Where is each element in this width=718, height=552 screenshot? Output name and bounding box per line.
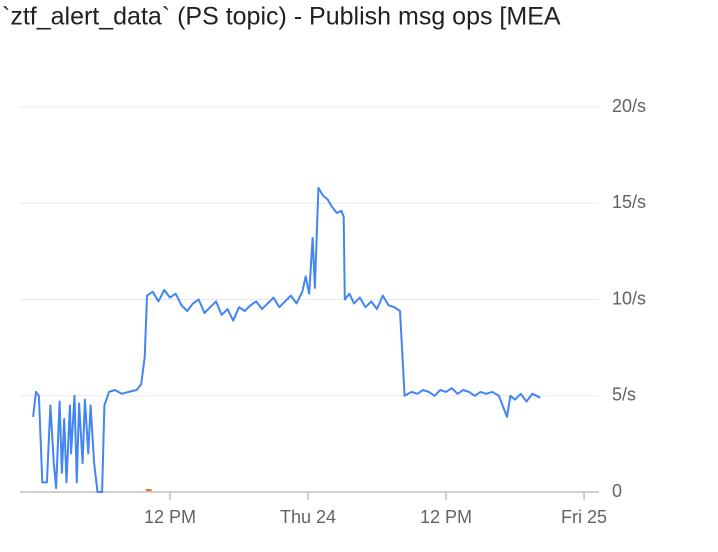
- y-tick-label: 0: [612, 481, 622, 501]
- y-tick-label: 15/s: [612, 192, 646, 212]
- x-tick-label: Thu 24: [280, 507, 336, 527]
- chart-title: `ztf_alert_data` (PS topic) - Publish ms…: [2, 3, 561, 31]
- x-tick-label: 12 PM: [144, 507, 196, 527]
- y-tick-label: 20/s: [612, 96, 646, 116]
- y-tick-label: 5/s: [612, 385, 636, 405]
- x-tick-label: Fri 25: [561, 507, 607, 527]
- data-line: [32, 186, 541, 493]
- x-tick-label: 12 PM: [420, 507, 472, 527]
- y-tick-label: 10/s: [612, 288, 646, 308]
